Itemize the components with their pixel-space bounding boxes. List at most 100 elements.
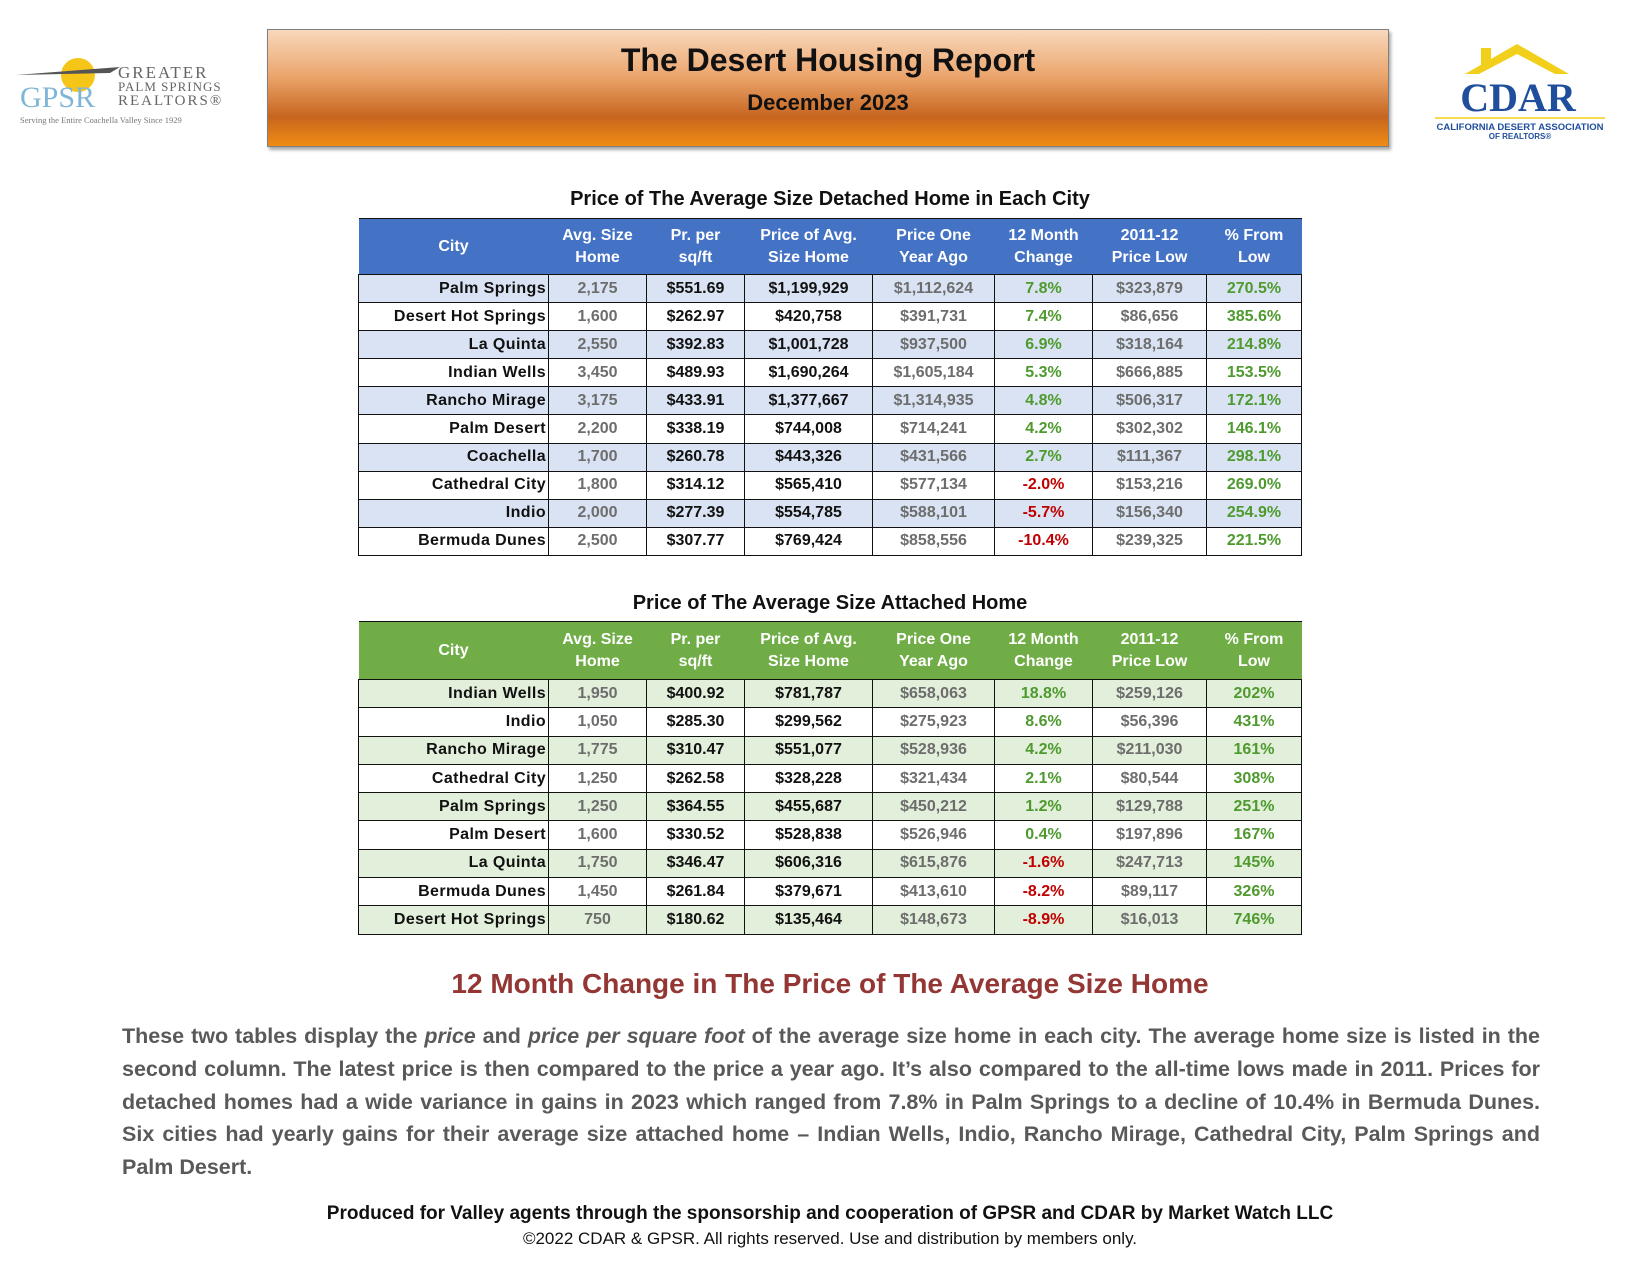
header-line: Size Home xyxy=(768,248,849,266)
column-header: Price of Avg. Size Home xyxy=(744,621,873,680)
value-cell: $528,936 xyxy=(872,735,995,765)
sun xyxy=(61,58,95,92)
column-header: Avg. Size Home xyxy=(548,621,647,680)
value-cell: $314.12 xyxy=(646,470,745,500)
paragraph: These two tables display the price and p… xyxy=(122,1020,1540,1184)
value-cell: 4.8% xyxy=(994,386,1093,416)
value-cell: $551,077 xyxy=(744,735,873,765)
value-cell: $262.97 xyxy=(646,302,745,332)
value-cell: $156,340 xyxy=(1092,498,1207,528)
header-line: Pr. per xyxy=(670,630,721,648)
value-cell: -8.9% xyxy=(994,905,1093,935)
value-cell: $565,410 xyxy=(744,470,873,500)
value-cell: 6.9% xyxy=(994,330,1093,360)
value-cell: 153.5% xyxy=(1206,358,1302,388)
subtitle: December 2023 xyxy=(747,90,909,115)
value-cell: $330.52 xyxy=(646,820,745,850)
header-line: Change xyxy=(1014,248,1073,266)
value-cell: 269.0% xyxy=(1206,470,1302,500)
value-cell: $239,325 xyxy=(1092,526,1207,556)
header-row: City Avg. Size Home Pr. per sq/ft Price of Av… xyxy=(358,621,1302,680)
gpsr-logo: GPSR GREATER PALM SPRINGS REALTORS® Serv… xyxy=(16,58,223,125)
value-cell: $781,787 xyxy=(744,678,873,709)
header-line: Pr. per xyxy=(670,226,721,244)
header-line: Avg. Size xyxy=(562,226,633,244)
value-cell: $455,687 xyxy=(744,792,873,822)
value-cell: $744,008 xyxy=(744,414,873,444)
city-cell: Bermuda Dunes xyxy=(358,877,549,907)
value-cell: $577,134 xyxy=(872,470,995,500)
roof xyxy=(16,67,120,75)
value-cell: $420,758 xyxy=(744,302,873,332)
value-cell: 4.2% xyxy=(994,735,1093,765)
header-line: Low xyxy=(1238,652,1270,670)
footer-credit: Produced for Valley agents through the s… xyxy=(326,1203,1334,1224)
value-cell: $259,126 xyxy=(1092,678,1207,709)
banner: The Desert Housing Report December 2023 xyxy=(267,29,1389,147)
city-cell: Palm Springs xyxy=(358,792,549,822)
value-cell: $443,326 xyxy=(744,442,873,472)
value-cell: $135,464 xyxy=(744,905,873,935)
header-line: Year Ago xyxy=(899,652,968,670)
footer-copyright: ©2022 CDAR & GPSR. All rights reserved. … xyxy=(522,1229,1138,1248)
header-line: City xyxy=(438,237,469,255)
value-cell: $197,896 xyxy=(1092,820,1207,850)
value-cell: 1.2% xyxy=(994,792,1093,822)
value-cell: 0.4% xyxy=(994,820,1093,850)
value-cell: $285.30 xyxy=(646,707,745,737)
value-cell: $1,377,667 xyxy=(744,386,873,416)
value-cell: 172.1% xyxy=(1206,386,1302,416)
value-cell: $321,434 xyxy=(872,763,995,794)
logo-text: REALTORS® xyxy=(118,93,223,109)
city-cell: Palm Desert xyxy=(358,820,549,850)
value-cell: $1,605,184 xyxy=(872,358,995,388)
value-cell: 1,700 xyxy=(548,442,647,472)
value-cell: $431,566 xyxy=(872,442,995,472)
city-cell: Indio xyxy=(358,498,549,528)
row: La Quinta 1,750 $346.47 $606,316 $615,876 -1.… xyxy=(358,848,1302,879)
city-cell: Rancho Mirage xyxy=(358,735,549,765)
value-cell: $56,396 xyxy=(1092,707,1207,737)
logo-mark: GPSR xyxy=(20,81,95,114)
value-cell: 4.2% xyxy=(994,414,1093,444)
value-cell: 8.6% xyxy=(994,707,1093,737)
value-cell: $392.83 xyxy=(646,330,745,360)
value-cell: 2,550 xyxy=(548,330,647,360)
value-cell: $262.58 xyxy=(646,763,745,794)
value-cell: 7.4% xyxy=(994,302,1093,332)
value-cell: $346.47 xyxy=(646,848,745,879)
column-header: City xyxy=(358,218,549,275)
city-cell: Rancho Mirage xyxy=(358,386,549,416)
value-cell: -1.6% xyxy=(994,848,1093,879)
logo-mark: CDAR xyxy=(1460,75,1577,120)
header-row: City Avg. Size Home Pr. per sq/ft Price of Av… xyxy=(358,218,1302,275)
logo-text: PALM SPRINGS xyxy=(118,79,222,94)
value-cell: $261.84 xyxy=(646,877,745,907)
value-cell: $714,241 xyxy=(872,414,995,444)
value-cell: 746% xyxy=(1206,905,1302,935)
value-cell: 1,775 xyxy=(548,735,647,765)
city-cell: Cathedral City xyxy=(358,763,549,794)
header-line: Price Low xyxy=(1111,652,1188,670)
value-cell: 1,600 xyxy=(548,302,647,332)
value-cell: 214.8% xyxy=(1206,330,1302,360)
value-cell: 1,050 xyxy=(548,707,647,737)
header-line: Low xyxy=(1238,248,1270,266)
value-cell: $364.55 xyxy=(646,792,745,822)
value-cell: 221.5% xyxy=(1206,526,1302,556)
city-cell: Desert Hot Springs xyxy=(358,302,549,332)
value-cell: 146.1% xyxy=(1206,414,1302,444)
header-line: Price One xyxy=(896,226,971,244)
value-cell: $588,101 xyxy=(872,498,995,528)
section-heading: 12 Month Change in The Price of The Aver… xyxy=(451,968,1209,999)
value-cell: $328,228 xyxy=(744,763,873,794)
header-line: 2011-12 xyxy=(1120,630,1179,648)
value-cell: $450,212 xyxy=(872,792,995,822)
city-cell: Palm Desert xyxy=(358,414,549,444)
value-cell: 2.7% xyxy=(994,442,1093,472)
header-line: Change xyxy=(1014,652,1073,670)
value-cell: $129,788 xyxy=(1092,792,1207,822)
value-cell: 254.9% xyxy=(1206,498,1302,528)
value-cell: 7.8% xyxy=(994,273,1093,304)
value-cell: $551.69 xyxy=(646,273,745,304)
